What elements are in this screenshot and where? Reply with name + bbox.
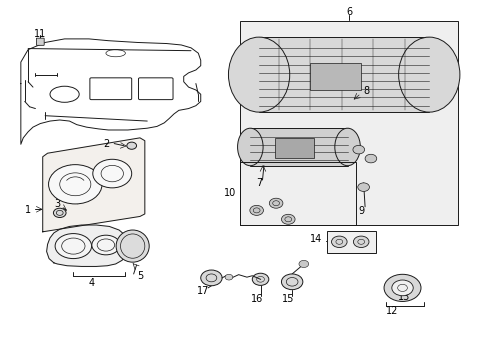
Text: 15: 15 [282,294,294,304]
Circle shape [269,198,283,208]
Circle shape [126,142,136,149]
Circle shape [331,236,346,248]
Circle shape [281,274,302,290]
Bar [239,21,458,225]
Text: 1: 1 [25,205,31,215]
Ellipse shape [92,235,120,255]
Text: 12: 12 [385,306,397,316]
Bar [274,138,313,158]
Circle shape [224,274,232,280]
Ellipse shape [116,230,149,262]
Polygon shape [46,225,129,266]
Text: 3: 3 [54,199,60,209]
Text: 4: 4 [88,278,94,288]
Ellipse shape [55,234,91,258]
Text: 2: 2 [102,139,109,149]
Ellipse shape [398,37,459,112]
Circle shape [352,145,364,154]
Text: 8: 8 [362,86,368,96]
Text: 17: 17 [197,287,209,296]
Text: 5: 5 [137,271,143,282]
Circle shape [365,154,376,163]
Text: 7: 7 [255,177,262,188]
Bar [309,63,361,90]
Text: 14: 14 [309,234,322,244]
Circle shape [281,214,294,224]
Circle shape [201,270,222,286]
Polygon shape [42,138,144,232]
Text: 6: 6 [346,7,351,17]
Ellipse shape [237,128,263,166]
Bar [259,37,428,112]
Circle shape [353,236,368,248]
Circle shape [298,260,308,267]
Circle shape [249,205,263,215]
Circle shape [391,280,412,296]
Text: 11: 11 [34,28,46,39]
Text: 10: 10 [223,188,235,198]
Text: 16: 16 [250,294,262,304]
Circle shape [252,273,268,285]
Ellipse shape [93,159,131,188]
Ellipse shape [334,128,360,166]
Bar [239,162,356,225]
Ellipse shape [48,165,102,204]
Bar [326,231,375,253]
FancyBboxPatch shape [36,38,44,45]
Text: 13: 13 [397,292,409,302]
Circle shape [383,274,420,301]
Circle shape [53,208,66,217]
Bar [250,128,347,166]
Ellipse shape [228,37,289,112]
Text: 9: 9 [357,206,364,216]
Circle shape [357,183,369,192]
